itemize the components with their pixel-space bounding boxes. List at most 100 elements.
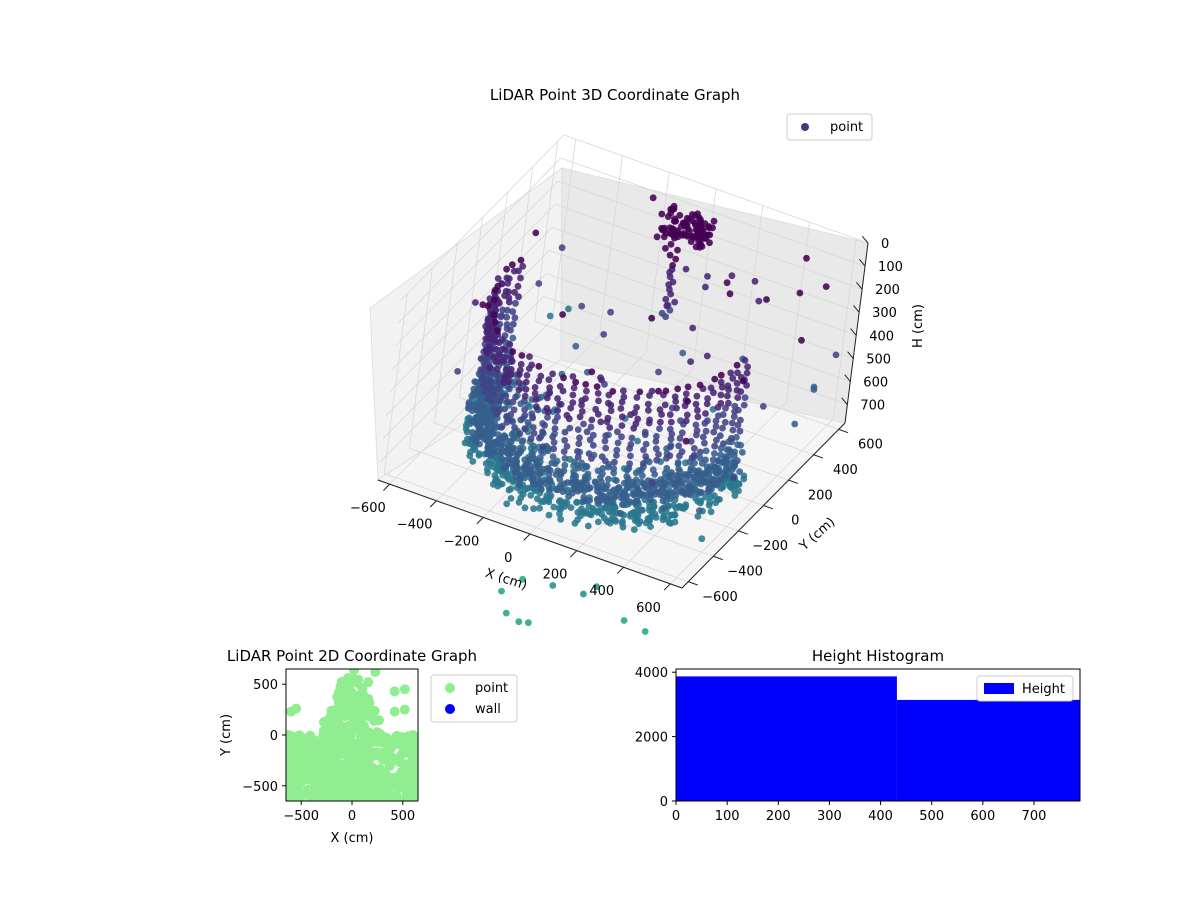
point-marker-2d [356, 742, 366, 753]
lidar-point [708, 462, 716, 470]
lidar-point [544, 414, 551, 421]
lidar-point [514, 282, 522, 290]
grid-back-x [645, 172, 670, 353]
lidar-point [554, 486, 562, 494]
lidar-point [668, 469, 675, 476]
lidar-point [532, 396, 540, 403]
lidar-point [668, 480, 676, 488]
point-marker-2d [337, 721, 347, 732]
lidar-point [822, 283, 830, 290]
lidar-point [560, 374, 567, 382]
point-marker-2d [329, 741, 340, 751]
grid-side-z [383, 273, 547, 439]
lidar-point [454, 368, 461, 375]
lidar-point [641, 628, 649, 635]
lidar-point [589, 431, 597, 439]
point-marker-2d [320, 762, 331, 772]
lidar-point [584, 522, 592, 530]
lidar-point [636, 388, 644, 396]
lidar-point [495, 378, 502, 386]
lidar-point [522, 378, 530, 386]
grid-side-z [388, 227, 553, 393]
lidar-point [610, 465, 618, 473]
lidar-point [693, 468, 701, 476]
lidar-point [535, 377, 543, 385]
point-marker-2d [286, 730, 293, 740]
lidar-point [506, 385, 513, 393]
lidar-point [670, 501, 677, 509]
lidar-point [798, 336, 805, 344]
lidar-point [670, 217, 678, 225]
grid-side-y [459, 217, 483, 398]
lidar-point [594, 390, 602, 397]
lidar-point [718, 482, 726, 490]
lidar-point [648, 512, 656, 519]
lidar-point [528, 449, 536, 457]
lidar-point [668, 206, 676, 214]
lidar-point [663, 302, 671, 310]
lidar-point [675, 473, 683, 481]
lidar-point [730, 480, 738, 488]
lidar-point [653, 433, 660, 440]
lidar-point [490, 354, 497, 361]
lidar-point [759, 403, 767, 410]
y-tick-label-histogram: 2000 [635, 731, 668, 746]
plot-frame-histogram [675, 668, 1081, 802]
lidar-point [507, 485, 515, 493]
lidar-point [702, 447, 710, 455]
lidar-point [603, 497, 611, 505]
lidar-point [556, 475, 564, 483]
lidar-point [682, 231, 689, 239]
lidar-point [515, 379, 523, 387]
lidar-point [731, 459, 739, 467]
grid-floor-y [509, 346, 814, 456]
lidar-point [495, 351, 503, 359]
lidar-point [649, 194, 657, 202]
y-tick-mark-3d [688, 581, 698, 586]
lidar-point [605, 492, 613, 500]
y-tick-label-3d: −200 [752, 539, 788, 554]
lidar-point [501, 346, 509, 354]
lidar-point [656, 425, 663, 432]
point-marker-2d [305, 730, 316, 741]
lidar-point [731, 402, 739, 410]
lidar-point [565, 493, 572, 500]
lidar-point [687, 358, 694, 365]
lidar-point [633, 515, 641, 522]
lidar-point [646, 517, 653, 525]
grid-side-z [394, 180, 559, 347]
lidar-point [666, 425, 674, 433]
lidar-point [519, 262, 527, 270]
lidar-point [583, 387, 590, 395]
lidar-point [494, 275, 502, 282]
lidar-point [653, 456, 661, 464]
lidar-point [578, 401, 585, 409]
lidar-point [647, 491, 655, 498]
lidar-point [791, 420, 799, 428]
lidar-point [502, 392, 510, 400]
lidar-point [574, 453, 582, 461]
x-tick-label-histogram: 200 [766, 809, 791, 824]
lidar-point [560, 448, 568, 455]
lidar-point [598, 478, 605, 486]
chart-2d-scatter: LiDAR Point 2D Coordinate Graph −500−500… [219, 647, 518, 846]
point-marker-2d [322, 749, 333, 760]
lidar-point [740, 401, 748, 409]
lidar-point [730, 474, 737, 481]
lidar-point [698, 243, 706, 250]
lidar-point [688, 454, 696, 461]
lidar-point [485, 457, 493, 465]
lidar-point [638, 466, 645, 474]
lidar-point [528, 361, 536, 369]
lidar-point [658, 210, 666, 218]
lidar-point [734, 394, 742, 401]
lidar-point [655, 368, 662, 376]
point-marker-2d [354, 701, 365, 712]
lidar-point [574, 448, 581, 455]
lidar-point [572, 378, 579, 386]
lidar-point [463, 428, 471, 436]
lidar-point [693, 392, 701, 400]
y-tick-label-3d: 600 [858, 437, 883, 452]
lidar-point [703, 352, 711, 360]
lidar-point [543, 404, 551, 412]
